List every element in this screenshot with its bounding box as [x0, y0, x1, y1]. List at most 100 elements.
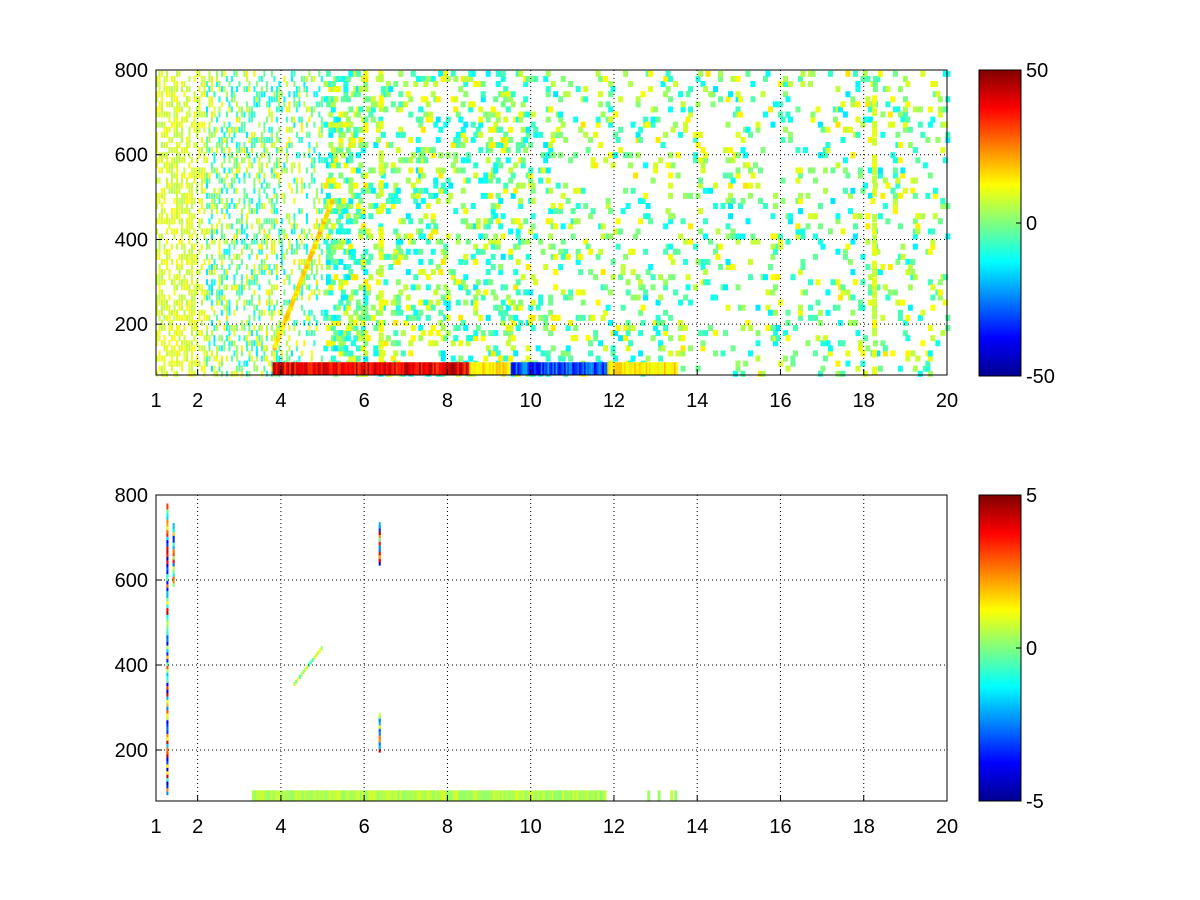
heatmap-cell [275, 172, 278, 179]
heatmap-cell [683, 126, 689, 133]
heatmap-cell [203, 75, 206, 82]
heatmap-cell [603, 790, 607, 801]
heatmap-cell [301, 790, 305, 801]
heatmap-cell [303, 101, 306, 108]
heatmap-cell [170, 75, 173, 82]
heatmap-cell [530, 314, 536, 321]
heatmap-cell [355, 152, 361, 159]
heatmap-cell [453, 152, 459, 159]
heatmap-cell [180, 131, 183, 138]
heatmap-cell [703, 233, 709, 240]
heatmap-cell [175, 299, 178, 306]
heatmap-cell [603, 284, 609, 291]
heatmap-cell [565, 362, 569, 375]
heatmap-cell [260, 203, 263, 210]
heatmap-cell [762, 274, 768, 281]
heatmap-cell [225, 223, 228, 230]
heatmap-cell [760, 147, 766, 154]
heatmap-cell [160, 70, 163, 77]
heatmap-cell [825, 309, 831, 316]
heatmap-cell [743, 182, 749, 189]
heatmap-cell [170, 355, 173, 362]
heatmap-cell [248, 253, 251, 260]
heatmap-cell [359, 362, 362, 375]
heatmap-cell [463, 325, 469, 332]
heatmap-cell [845, 91, 851, 98]
heatmap-cell [765, 289, 771, 296]
heatmap-cell [188, 126, 191, 133]
heatmap-cell [245, 340, 248, 347]
heatmap-cell [175, 355, 178, 362]
heatmap-cell [745, 126, 751, 133]
heatmap-cell [263, 70, 266, 77]
heatmap-cell [902, 187, 908, 194]
heatmap-cell [473, 335, 479, 342]
heatmap-cell [265, 147, 268, 154]
heatmap-cell [215, 355, 218, 362]
heatmap-cell [318, 70, 321, 77]
heatmap-cell [235, 299, 238, 306]
heatmap-cell [378, 99, 384, 108]
heatmap-cell [156, 274, 158, 281]
heatmap-cell [912, 218, 918, 225]
heatmap-cell [877, 365, 883, 372]
heatmap-cell [335, 304, 341, 311]
heatmap-cell [925, 365, 931, 372]
heatmap-cell [305, 790, 309, 801]
heatmap-cell [228, 248, 231, 255]
heatmap-cell [653, 162, 659, 169]
heatmap-cell [298, 101, 301, 108]
heatmap-cell [728, 172, 734, 179]
heatmap-cell [268, 228, 271, 235]
heatmap-cell [548, 299, 554, 306]
heatmap-cell [645, 269, 651, 276]
heatmap-cell [812, 253, 818, 260]
heatmap-cell [195, 157, 198, 164]
heatmap-cell [168, 248, 171, 255]
heatmap-cell [228, 223, 231, 230]
heatmap-cell [288, 279, 291, 286]
heatmap-cell [245, 319, 248, 326]
heatmap-cell [195, 126, 198, 133]
bottom-grid [156, 494, 947, 801]
heatmap-cell [180, 192, 183, 199]
heatmap-cell [203, 314, 206, 321]
heatmap-cell [158, 289, 161, 296]
heatmap-cell [270, 218, 273, 225]
heatmap-cell [925, 192, 931, 199]
heatmap-cell [590, 208, 596, 215]
heatmap-cell [313, 157, 316, 164]
heatmap-cell [399, 362, 402, 375]
heatmap-cell [178, 325, 181, 332]
heatmap-cell [338, 345, 344, 352]
heatmap-cell [937, 294, 943, 301]
heatmap-cell [902, 96, 908, 103]
heatmap-cell [158, 70, 161, 77]
heatmap-cell [170, 360, 173, 367]
heatmap-cell [233, 279, 236, 286]
heatmap-cell [643, 362, 647, 375]
heatmap-cell [735, 106, 741, 113]
heatmap-cell [895, 299, 901, 306]
heatmap-cell [215, 147, 218, 154]
heatmap-cell [558, 264, 564, 271]
heatmap-cell [156, 370, 158, 377]
heatmap-cell [390, 162, 396, 169]
heatmap-cell [160, 309, 163, 316]
heatmap-cell [233, 253, 236, 260]
heatmap-cell [220, 258, 223, 265]
heatmap-cell [180, 330, 183, 337]
heatmap-cell [188, 75, 191, 82]
heatmap-cell [253, 279, 256, 286]
heatmap-cell [663, 309, 669, 316]
heatmap-cell [185, 86, 188, 93]
heatmap-cell [623, 152, 629, 159]
heatmap-cell [315, 269, 318, 276]
heatmap-cell [178, 142, 181, 149]
heatmap-cell [193, 325, 196, 332]
heatmap-cell [872, 175, 878, 184]
heatmap-cell [190, 360, 193, 367]
heatmap-cell [510, 335, 516, 342]
heatmap-cell [530, 182, 536, 189]
heatmap-cell [420, 362, 424, 375]
